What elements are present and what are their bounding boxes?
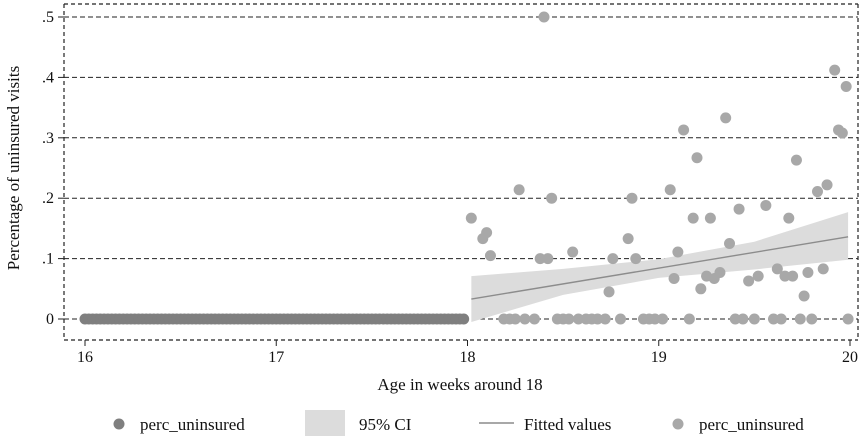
- point-above-18: [538, 11, 550, 23]
- x-tick-label-1: 17: [268, 349, 284, 366]
- point-above-18: [592, 313, 604, 325]
- point-above-18: [683, 313, 695, 325]
- point-above-18: [668, 273, 680, 285]
- point-above-18: [794, 313, 806, 325]
- point-above-18: [724, 238, 736, 249]
- gridlines: [63, 3, 859, 340]
- point-above-18: [546, 192, 558, 204]
- legend-label-ci: 95% CI: [359, 415, 412, 434]
- legend-marker-dark: [113, 418, 125, 430]
- point-above-18: [771, 263, 783, 275]
- point-above-18: [465, 212, 477, 224]
- point-above-18: [821, 179, 833, 191]
- x-axis-title: Age in weeks around 18: [377, 375, 542, 394]
- point-above-18: [748, 313, 760, 325]
- point-above-18: [691, 152, 703, 164]
- point-above-18: [790, 154, 802, 166]
- x-tick-label-3: 19: [651, 349, 667, 366]
- axes: 0 .1 .2 .3 .4 .5 16 17 18 19 20: [42, 9, 858, 366]
- point-above-18: [607, 253, 619, 265]
- y-tick-label-4: .4: [42, 69, 54, 86]
- point-above-18: [811, 186, 823, 198]
- confidence-band-layer: [471, 212, 849, 323]
- point-above-18: [798, 290, 810, 302]
- point-above-18: [572, 313, 584, 325]
- point-above-18: [567, 246, 579, 258]
- point-above-18: [714, 266, 726, 278]
- point-above-18: [737, 313, 749, 325]
- point-above-18: [840, 80, 852, 92]
- point-above-18: [542, 253, 554, 265]
- point-above-18: [729, 313, 741, 325]
- point-above-18: [817, 263, 829, 275]
- point-above-18: [664, 184, 676, 196]
- x-tick-label-4: 20: [842, 349, 858, 366]
- legend: perc_uninsured 95% CI Fitted values perc…: [113, 410, 804, 436]
- point-above-18: [615, 313, 626, 325]
- point-above-18: [528, 313, 540, 325]
- legend-label-dark: perc_uninsured: [140, 415, 245, 434]
- y-tick-label-1: .1: [42, 251, 54, 268]
- point-above-18: [733, 203, 745, 215]
- point-above-18: [672, 246, 684, 258]
- point-above-18: [802, 266, 814, 278]
- point-above-18: [779, 270, 791, 282]
- point-above-18: [509, 313, 521, 325]
- point-above-18: [768, 313, 779, 325]
- point-above-18: [534, 253, 546, 265]
- legend-label-light: perc_uninsured: [699, 415, 804, 434]
- point-above-18: [622, 233, 634, 245]
- point-above-18: [678, 124, 690, 136]
- point-above-18: [603, 286, 615, 298]
- y-axis-title: Percentage of uninsured visits: [4, 66, 23, 270]
- ci-band: [471, 212, 849, 323]
- point-above-18: [720, 112, 732, 124]
- point-above-18: [752, 270, 764, 282]
- point-above-18: [657, 313, 669, 325]
- y-tick-label-2: .2: [42, 190, 54, 207]
- point-above-18: [775, 313, 787, 325]
- point-above-18: [806, 313, 818, 325]
- point-below-18: [458, 313, 470, 325]
- point-above-18: [695, 283, 707, 295]
- fitted-line-layer: [471, 236, 849, 300]
- point-above-18: [760, 199, 772, 211]
- point-above-18: [484, 250, 496, 262]
- point-above-18: [626, 192, 638, 204]
- point-above-18: [519, 313, 531, 325]
- fitted-line: [471, 236, 849, 300]
- y-tick-label-0: 0: [46, 311, 54, 328]
- point-above-18: [704, 212, 716, 224]
- point-above-18: [513, 184, 525, 196]
- x-tick-label-0: 16: [77, 349, 93, 366]
- legend-ci-swatch: [305, 410, 345, 436]
- point-above-18: [787, 270, 799, 282]
- point-above-18: [481, 227, 493, 239]
- point-above-18: [836, 127, 848, 139]
- data-points-layer: [79, 11, 854, 325]
- point-above-18: [599, 313, 611, 325]
- legend-label-fit: Fitted values: [524, 415, 611, 434]
- point-above-18: [563, 313, 575, 325]
- x-tick-label-2: 18: [460, 349, 476, 366]
- point-above-18: [649, 313, 661, 325]
- point-above-18: [630, 253, 642, 265]
- point-above-18: [783, 212, 795, 224]
- point-above-18: [829, 64, 841, 76]
- point-above-18: [743, 275, 755, 287]
- point-above-18: [842, 313, 854, 325]
- y-tick-label-5: .5: [42, 9, 54, 26]
- point-above-18: [687, 212, 699, 224]
- legend-marker-light: [672, 418, 684, 430]
- y-tick-label-3: .3: [42, 130, 54, 147]
